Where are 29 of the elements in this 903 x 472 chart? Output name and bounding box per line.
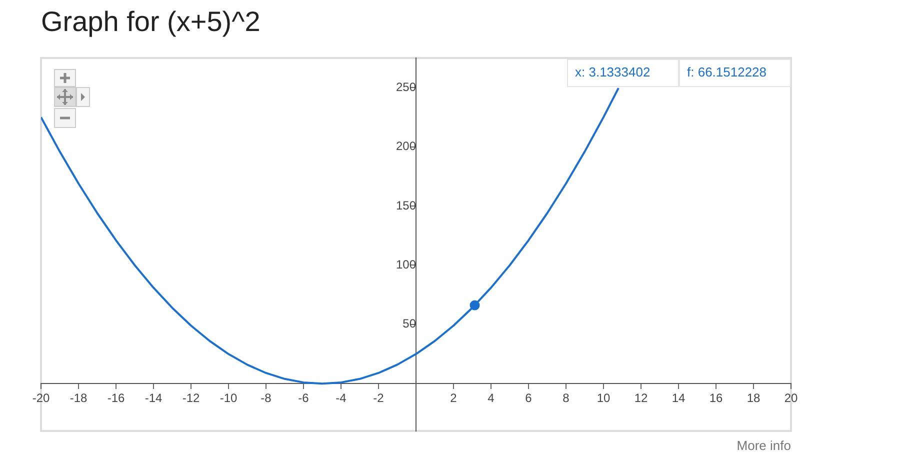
x-tick-label: -10: [220, 391, 238, 406]
y-tick-label: 200: [396, 139, 416, 154]
y-tick-label: 250: [396, 80, 416, 94]
x-tick-label: -6: [298, 391, 310, 406]
x-tick-label: 4: [488, 391, 495, 406]
x-tick-label: 16: [709, 391, 723, 406]
y-tick-label: 150: [396, 198, 416, 212]
x-tick-label: 10: [596, 391, 610, 406]
x-tick-label: -16: [107, 391, 125, 406]
x-tick-label: 6: [525, 391, 532, 406]
annotation: f: 66.1512228: [687, 64, 767, 80]
x-tick-label: -4: [336, 391, 347, 406]
y-tick-label: 50: [402, 316, 416, 331]
y-tick-label: 100: [396, 258, 416, 272]
x-tick-label: 12: [634, 391, 648, 406]
x-tick-label: -2: [373, 391, 384, 406]
x-tick-label: 14: [672, 391, 686, 406]
x-tick-label: -12: [182, 391, 200, 406]
x-tick-label: 18: [746, 391, 760, 406]
x-tick-label: -8: [260, 391, 272, 406]
x-tick-label: -20: [32, 391, 50, 406]
x-tick-label: 8: [562, 391, 570, 406]
chart-title: Graph for (x+5)^2: [41, 6, 260, 38]
x-tick-label: -14: [144, 391, 162, 406]
x-tick-label: -18: [70, 391, 88, 406]
x-tick-label: 20: [784, 391, 798, 406]
x-tick-label: 2: [450, 391, 458, 406]
annotation: x: 3.1333402: [575, 64, 650, 80]
text: More info: [736, 438, 791, 453]
